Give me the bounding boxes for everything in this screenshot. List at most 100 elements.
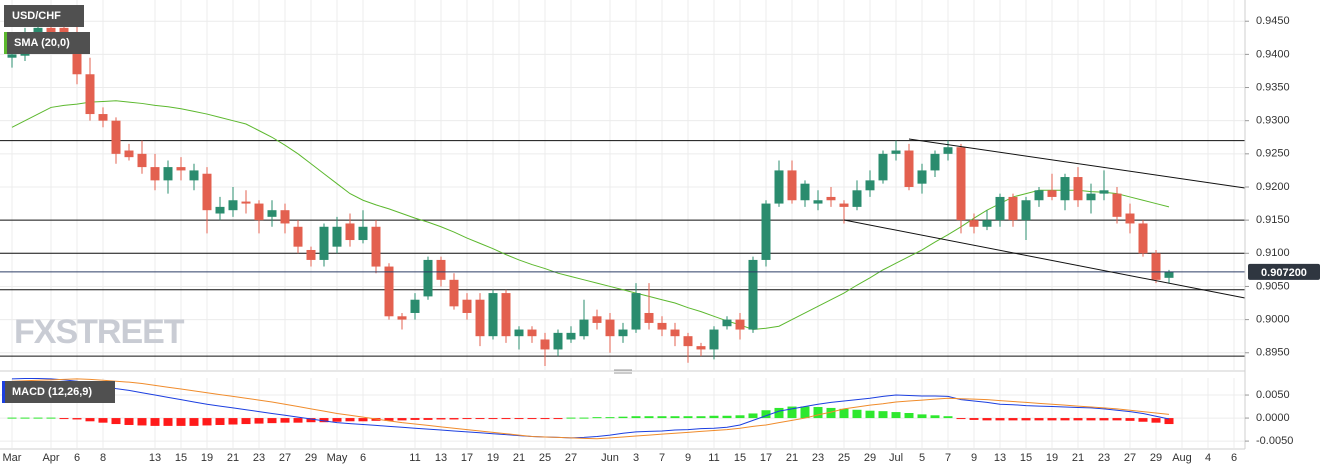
macd-bar [306, 418, 316, 423]
candle-body [1112, 193, 1122, 217]
candle-body [371, 226, 381, 267]
y-tick-label: 0.0050 [1256, 389, 1290, 401]
candle-body [566, 332, 576, 340]
y-tick-label: 0.9450 [1256, 15, 1290, 27]
candle-body [891, 150, 901, 154]
candle-body [85, 74, 95, 115]
legend-label: USD/CHF [12, 10, 61, 22]
candle-body [410, 299, 420, 313]
x-tick-label: 7 [659, 452, 665, 464]
candle-body [345, 223, 355, 241]
macd-bar [540, 418, 550, 420]
candle-body [488, 293, 498, 337]
candle-body [436, 259, 446, 280]
candle-body [1099, 190, 1109, 194]
macd-bar [1047, 418, 1057, 421]
x-tick-label: 23 [253, 452, 265, 464]
y-tick-label: 0.9350 [1256, 81, 1290, 93]
x-tick-label: 9 [685, 452, 691, 464]
candle-body [293, 226, 303, 247]
x-tick-label: 29 [305, 452, 317, 464]
candle-body [176, 167, 186, 171]
macd-bar [735, 415, 745, 419]
x-tick-label: 27 [1124, 452, 1136, 464]
candle-body [163, 167, 173, 181]
x-tick-label: 6 [1231, 452, 1237, 464]
x-tick-label: Apr [42, 452, 59, 464]
macd-bar [1060, 418, 1070, 421]
macd-line [11, 377, 1170, 439]
x-tick-label: 27 [565, 452, 577, 464]
macd-bar [137, 418, 147, 426]
x-tick-label: 11 [708, 452, 719, 464]
macd-bar [111, 418, 121, 425]
legend-label: MACD (12,26,9) [12, 386, 92, 398]
x-tick-label: 7 [945, 452, 951, 464]
candle-body [592, 316, 602, 323]
macd-bar [865, 410, 875, 419]
macd-bar [293, 418, 303, 423]
x-tick-label: 5 [919, 452, 925, 464]
macd-bar [566, 417, 576, 419]
macd-bar [202, 418, 212, 426]
macd-bar [852, 409, 862, 419]
macd-bar [254, 418, 264, 424]
macd-bar [423, 418, 433, 420]
macd-bar [410, 418, 420, 420]
macd-bar [436, 418, 446, 420]
candle-body [449, 279, 459, 307]
candle-body [670, 329, 680, 337]
legend-box [4, 5, 84, 27]
candle-body [514, 329, 524, 337]
x-tick-label: Jun [601, 452, 619, 464]
x-tick-label: Jul [889, 452, 903, 464]
candle-body [813, 200, 823, 204]
candle-body [72, 34, 82, 75]
x-tick-label: 23 [812, 452, 824, 464]
candle-body [7, 54, 17, 58]
y-tick-label: 0.9300 [1256, 115, 1290, 127]
macd-bar [280, 418, 290, 423]
macd-bar [215, 418, 225, 425]
candle-body [540, 339, 550, 350]
candle-body [839, 203, 849, 207]
macd-bar [930, 415, 940, 419]
macd-bar [761, 410, 771, 419]
macd-bar [514, 418, 524, 420]
macd-bar [657, 416, 667, 419]
macd-bar [228, 418, 238, 425]
x-tick-label: 27 [279, 452, 291, 464]
candle-body [1086, 193, 1096, 201]
macd-bar [1125, 418, 1135, 421]
candle-body [358, 226, 368, 241]
separator-handle[interactable] [614, 369, 632, 374]
macd-bar [332, 418, 342, 422]
macd-bar [995, 418, 1005, 421]
macd-bar [397, 418, 407, 421]
candle-body [826, 196, 836, 201]
candle-body [761, 203, 771, 260]
macd-bar [475, 418, 485, 420]
candle-body [111, 120, 121, 154]
macd-bar [722, 415, 732, 419]
candle-body [878, 153, 888, 181]
candle-body [852, 190, 862, 207]
x-tick-label: Aug [1172, 452, 1192, 464]
y-tick-label: 0.9050 [1256, 280, 1290, 292]
legend-swatch [2, 381, 5, 403]
macd-bar [1099, 418, 1109, 421]
candle-body [280, 210, 290, 224]
legend-label: SMA (20,0) [14, 37, 70, 49]
macd-bar [969, 418, 979, 420]
x-tick-label: 21 [227, 452, 239, 464]
candle-body [202, 173, 212, 211]
candle-body [267, 210, 277, 217]
macd-bar [1034, 418, 1044, 421]
candle-body [1138, 223, 1148, 254]
macd-bar [1138, 418, 1148, 422]
macd-bar [696, 416, 706, 419]
y-tick-label: 0.8950 [1256, 347, 1290, 359]
price-tag [1248, 263, 1320, 280]
